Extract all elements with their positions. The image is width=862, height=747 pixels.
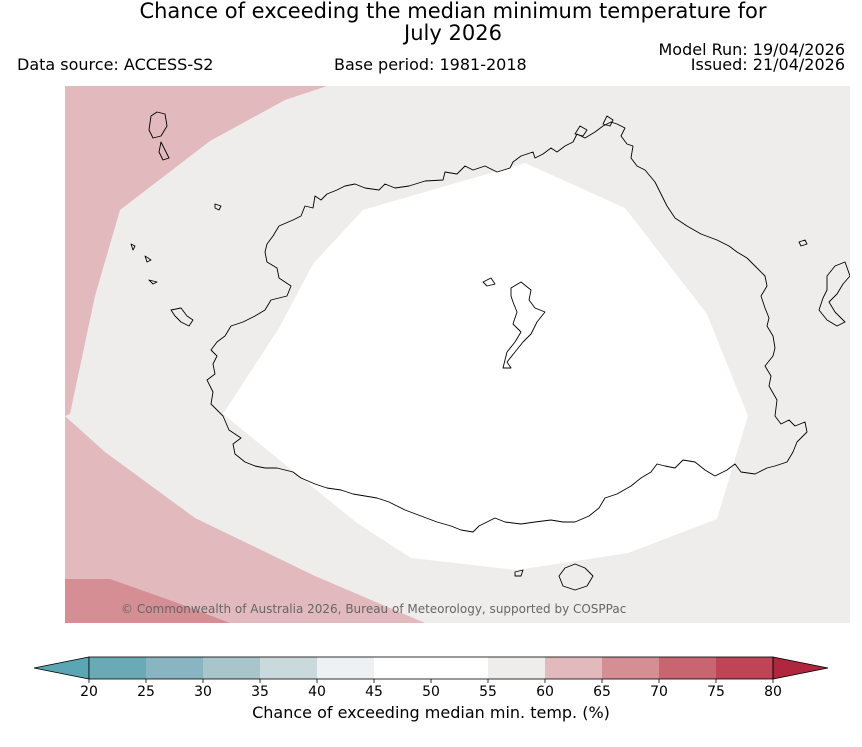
colorbar-tick-label: 75 (707, 684, 725, 700)
colorbar-swatches (33, 656, 829, 680)
colorbar-swatch (374, 657, 432, 679)
colorbar: 20 25 30 35 40 45 50 55 60 65 70 75 80 (33, 656, 829, 700)
coastline-east-island (798, 239, 850, 327)
colorbar-tick-label: 25 (137, 684, 155, 700)
colorbar-ticks: 20 25 30 35 40 45 50 55 60 65 70 75 80 (80, 679, 782, 700)
coastline-west-island-small (214, 203, 222, 211)
colorbar-tick-label: 65 (593, 684, 611, 700)
colorbar-tick-label: 45 (365, 684, 383, 700)
coastline-south-island (514, 563, 594, 591)
data-source: Data source: ACCESS-S2 (17, 55, 214, 74)
title-line-1: Chance of exceeding the median minimum t… (139, 0, 767, 23)
colorbar-swatch (203, 657, 261, 679)
coastline-north-islands (574, 115, 614, 137)
colorbar-label: Chance of exceeding median min. temp. (%… (252, 703, 610, 722)
colorbar-tick-label: 40 (308, 684, 326, 700)
colorbar-swatch (431, 657, 489, 679)
map-region-60-65-north-west (65, 86, 327, 416)
colorbar-under-arrow (33, 656, 90, 680)
base-period: Base period: 1981-2018 (334, 55, 527, 74)
colorbar-swatch (716, 657, 774, 679)
colorbar-swatch (659, 657, 717, 679)
coastline-main-landmass (206, 121, 808, 533)
colorbar-swatch (602, 657, 660, 679)
coastline-west-islets (130, 243, 194, 327)
coastline-interior-island (482, 277, 546, 369)
model-run: Model Run: 19/04/2026 (658, 40, 846, 59)
chart-title: Chance of exceeding the median minimum t… (0, 0, 862, 44)
map-region-60-65-south-west (65, 416, 425, 623)
map-region-65-70-south-west (65, 579, 230, 623)
colorbar-tick-label: 35 (251, 684, 269, 700)
colorbar-over-arrow (772, 656, 829, 680)
colorbar-swatch (545, 657, 603, 679)
map-region-inner-low (223, 163, 748, 570)
colorbar-tick-label: 50 (422, 684, 440, 700)
colorbar-swatch (488, 657, 546, 679)
forecast-map: © Commonwealth of Australia 2026, Bureau… (65, 86, 850, 623)
colorbar-tick-label: 30 (194, 684, 212, 700)
colorbar-tick-label: 80 (764, 684, 782, 700)
title-line-2: July 2026 (404, 21, 502, 45)
colorbar-tick-label: 60 (536, 684, 554, 700)
colorbar-swatch (260, 657, 318, 679)
copyright-notice: © Commonwealth of Australia 2026, Bureau… (121, 602, 626, 616)
colorbar-tick-label: 70 (650, 684, 668, 700)
colorbar-swatch (89, 657, 147, 679)
colorbar-swatch (317, 657, 375, 679)
colorbar-tick-label: 55 (479, 684, 497, 700)
colorbar-tick-label: 20 (80, 684, 98, 700)
coastline-west-island-large (148, 111, 170, 161)
coastline (130, 111, 850, 591)
issued-date: Issued: 21/04/2026 (690, 55, 845, 74)
colorbar-swatch (146, 657, 204, 679)
